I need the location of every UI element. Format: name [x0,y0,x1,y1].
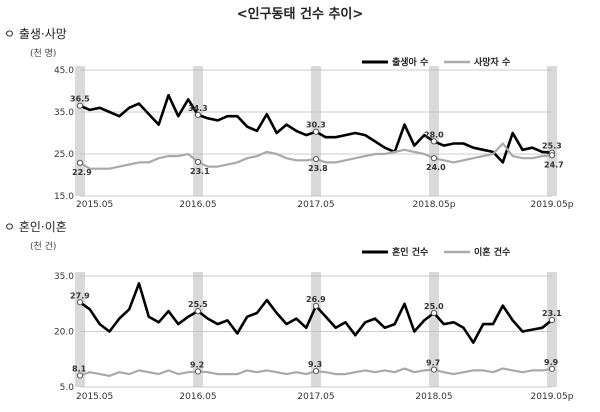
data-marker-0-3 [430,138,438,145]
x-tick-label-1: 2016.05 [179,392,216,402]
unit-label-birth-death: (천 명) [30,49,57,59]
y-tick-label-3: 15.0 [54,192,74,202]
highlight-band-1 [193,66,203,196]
section-heading-birth-death: ㅇ 출생·사망 [4,27,67,41]
data-label-1-0: 8.1 [72,365,87,374]
highlight-band-1 [193,272,203,387]
data-marker-1-1 [194,158,202,166]
data-marker-1-3 [430,155,438,162]
data-marker-1-0 [76,372,84,379]
highlight-band-4 [547,66,557,196]
highlight-band-2 [311,272,321,387]
x-tick-label-3: 2018.05p [413,200,456,210]
y-tick-label-2: 25.0 [54,150,74,160]
data-label-0-0: 36.5 [70,95,90,104]
data-marker-1-4 [548,365,556,372]
data-marker-0-3 [430,309,438,317]
legend-label-1: 이혼 건수 [474,246,510,258]
data-label-1-4: 24.7 [544,160,564,169]
data-marker-0-1 [194,111,202,119]
x-tick-label-2: 2017.05 [297,200,334,210]
data-marker-1-2 [312,367,320,375]
page-title: <인구동태 건수 추이> [236,7,364,22]
data-label-0-3: 28.0 [424,130,444,139]
data-marker-1-2 [312,155,320,163]
data-label-0-0: 27.9 [70,291,90,300]
data-label-0-2: 26.9 [306,295,326,304]
data-marker-1-4 [548,152,556,159]
x-tick-label-0: 2015.05 [76,200,113,210]
data-marker-0-4 [548,316,556,324]
legend-label-1: 사망자 수 [474,56,510,68]
data-marker-0-0 [76,299,84,306]
unit-label-marriage-divorce: (천 건) [30,242,57,252]
legend-label-0: 출생아 수 [392,56,428,68]
data-label-1-3: 9.7 [426,359,440,368]
y-tick-label-2: 5.0 [60,383,75,393]
x-tick-label-1: 2016.05 [179,200,216,210]
data-label-0-1: 25.5 [188,300,208,309]
data-marker-0-0 [76,102,84,109]
section-heading-marriage-divorce: ㅇ 혼인·이혼 [4,220,67,234]
data-marker-0-2 [312,128,320,135]
data-marker-0-2 [312,302,320,310]
data-label-1-3: 24.0 [426,163,446,172]
x-tick-label-3: 2018.05 [415,392,452,402]
x-tick-label-4: 2019.05p [531,392,574,402]
y-tick-label-0: 45.0 [54,66,74,76]
data-label-0-1: 34.3 [188,104,208,113]
x-tick-label-2: 2017.05 [297,392,334,402]
highlight-band-3 [429,66,439,196]
x-tick-label-0: 2015.05 [76,392,113,402]
data-marker-0-1 [194,308,202,315]
data-marker-1-3 [430,366,438,373]
y-tick-label-1: 35.0 [54,108,74,118]
highlight-band-0 [75,66,85,196]
data-label-1-2: 23.8 [308,164,328,173]
data-label-1-1: 23.1 [190,167,210,176]
y-tick-label-1: 20.0 [54,328,74,338]
data-label-0-4: 23.1 [542,309,562,318]
data-label-0-2: 30.3 [306,121,326,130]
data-label-1-4: 9.9 [544,358,559,367]
data-label-0-3: 25.0 [424,302,444,311]
highlight-band-4 [547,272,557,387]
x-tick-label-4: 2019.05p [531,200,574,210]
legend-label-0: 혼인 건수 [392,246,428,258]
highlight-band-3 [429,272,439,387]
data-label-0-4: 25.3 [542,142,562,151]
data-marker-1-0 [76,159,84,166]
data-marker-1-1 [194,368,202,375]
data-label-1-2: 9.3 [308,360,322,369]
highlight-band-0 [75,272,85,387]
data-label-1-1: 9.2 [190,360,204,369]
y-tick-label-0: 35.0 [54,272,74,282]
data-label-1-0: 22.9 [72,168,92,177]
